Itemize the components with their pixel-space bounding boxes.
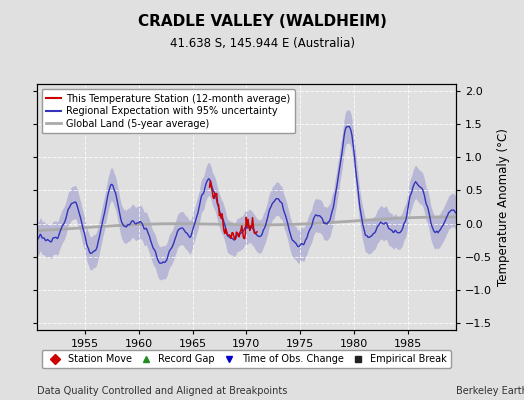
Text: Berkeley Earth: Berkeley Earth: [456, 386, 524, 396]
Text: CRADLE VALLEY (WALDHEIM): CRADLE VALLEY (WALDHEIM): [138, 14, 386, 29]
Text: Data Quality Controlled and Aligned at Breakpoints: Data Quality Controlled and Aligned at B…: [37, 386, 287, 396]
Text: 41.638 S, 145.944 E (Australia): 41.638 S, 145.944 E (Australia): [169, 37, 355, 50]
Legend: This Temperature Station (12-month average), Regional Expectation with 95% uncer: This Temperature Station (12-month avera…: [41, 89, 295, 134]
Y-axis label: Temperature Anomaly (°C): Temperature Anomaly (°C): [497, 128, 510, 286]
Legend: Station Move, Record Gap, Time of Obs. Change, Empirical Break: Station Move, Record Gap, Time of Obs. C…: [41, 350, 451, 368]
